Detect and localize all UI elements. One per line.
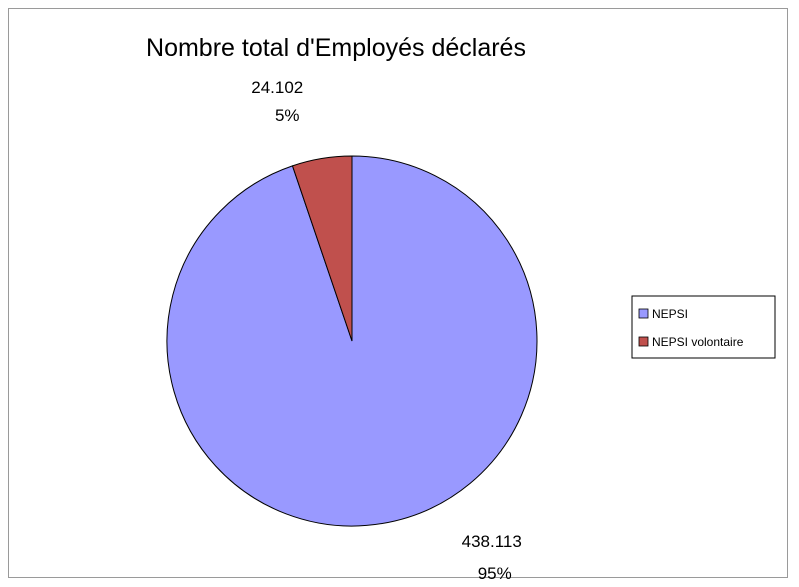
pie-chart: Nombre total d'Employés déclarés 438.113… — [146, 34, 776, 579]
data-label-nepsi-volontaire-value: 24.102 — [251, 78, 303, 97]
legend-swatch-nepsi-volontaire — [638, 336, 649, 347]
legend-label-nepsi-volontaire: NEPSI volontaire — [652, 335, 744, 349]
data-label-nepsi-percent: 95% — [478, 564, 512, 579]
legend-box — [631, 295, 776, 359]
data-label-nepsi-volontaire-percent: 5% — [275, 106, 300, 125]
legend: NEPSI NEPSI volontaire — [631, 295, 776, 359]
chart-title: Nombre total d'Employés déclarés — [146, 34, 526, 62]
legend-swatch-nepsi — [638, 308, 649, 319]
pie-slice-nepsi-volontaire — [291, 155, 353, 342]
legend-label-nepsi: NEPSI — [652, 307, 688, 321]
chart-area: Nombre total d'Employés déclarés 438.113… — [8, 8, 788, 579]
data-label-nepsi-value: 438.113 — [462, 532, 522, 551]
